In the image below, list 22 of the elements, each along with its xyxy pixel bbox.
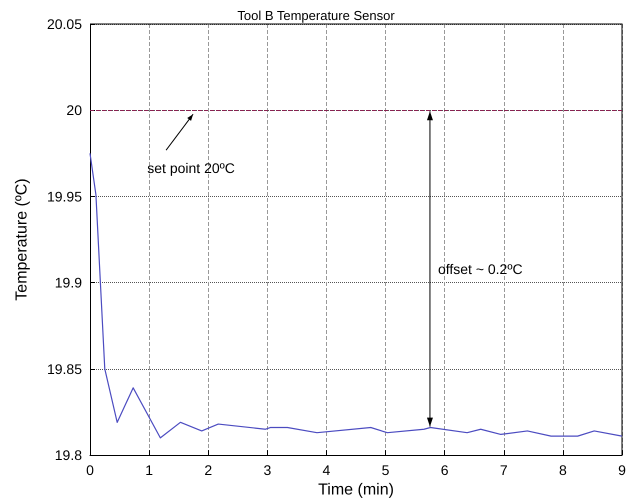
y-tick-label: 19.95: [46, 188, 82, 204]
x-tick-label: 1: [145, 462, 154, 478]
y-tick-label: 20: [66, 102, 82, 118]
y-tick-label: 19.85: [46, 360, 82, 377]
y-axis-title: Temperature (ºC): [14, 178, 30, 301]
x-tick-label: 6: [440, 462, 449, 478]
x-tick-label: 4: [322, 462, 331, 478]
y-tick-label: 20.05: [46, 16, 82, 32]
annotation: offset ~ 0.2ºC: [438, 260, 523, 277]
line-series: [89, 152, 623, 438]
x-tick-label: 3: [263, 462, 272, 478]
x-tick-label: 2: [204, 462, 212, 478]
x-tick-label: 7: [500, 462, 508, 478]
x-tick-label: 5: [382, 462, 390, 478]
ref-line-label: set point 20ºC: [147, 160, 235, 176]
x-tick-label: 8: [558, 462, 567, 478]
y-tick-label: 19.9: [54, 274, 82, 291]
chart-title: Tool B Temperature Sensor: [237, 8, 396, 23]
x-tick-label: 0: [86, 462, 94, 478]
x-tick-label: 9: [618, 462, 626, 478]
x-axis-title: Time (min): [318, 482, 394, 498]
y-tick-label: 19.8: [54, 447, 82, 464]
